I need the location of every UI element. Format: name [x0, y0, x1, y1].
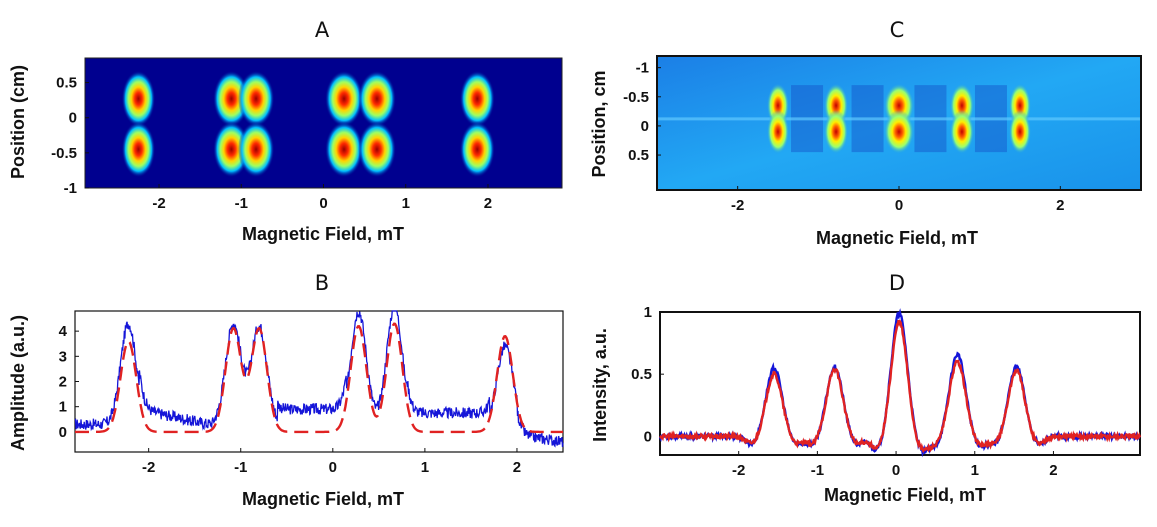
y-tick-label: 0.5 [56, 75, 77, 92]
x-tick-label: 0 [329, 459, 337, 476]
y-tick-label: 0.5 [628, 147, 649, 164]
y-tick-label: -0.5 [51, 145, 77, 162]
panel-a-y-label: Position (cm) [8, 65, 28, 179]
panel-d-title: D [889, 271, 905, 295]
panel-c-spots [657, 83, 1141, 154]
panel-c-x-label: Magnetic Field, mT [816, 228, 978, 248]
heatmap-spot [325, 70, 364, 127]
heatmap-spot [357, 121, 396, 178]
series-line-fit [75, 322, 563, 434]
x-tick-label: 0 [895, 197, 903, 214]
heatmap-spot [949, 109, 974, 154]
panel-c-x-ticks: -2 0 2 [731, 186, 1065, 214]
y-tick-label: -1 [64, 180, 77, 197]
x-tick-label: 0 [319, 195, 327, 212]
x-tick-label: -2 [731, 197, 744, 214]
heatmap-spot [767, 109, 789, 154]
x-tick-label: -2 [152, 195, 165, 212]
panel-a-spots [121, 70, 495, 178]
x-tick-label: 0 [892, 462, 900, 479]
panel-a: A -2 -1 0 1 2 0.50-0.5-1 Magnetic Field, mT … [8, 18, 563, 244]
y-tick-label: -1 [636, 60, 649, 77]
heatmap-spot [121, 121, 156, 178]
panel-b-plot-area [74, 310, 564, 453]
panel-a-x-label: Magnetic Field, mT [242, 224, 404, 244]
y-tick-label: 0 [59, 424, 67, 441]
panel-b-y-label: Amplitude (a.u.) [8, 315, 28, 451]
panel-c-y-ticks: -1 -0.5 0 0.5 [623, 60, 661, 164]
heatmap-spot [121, 70, 156, 127]
heatmap-spot [237, 70, 275, 127]
y-tick-label: 3 [59, 348, 67, 365]
heatmap-spot [237, 121, 275, 178]
x-tick-label: -1 [811, 462, 824, 479]
panel-c-title: C [890, 18, 905, 42]
heatmap-spot [824, 109, 849, 154]
panel-b-x-label: Magnetic Field, mT [242, 489, 404, 509]
panel-d-x-ticks: -2 -1 0 1 2 [732, 451, 1058, 479]
x-tick-label: -2 [142, 459, 155, 476]
panel-a-x-ticks: -2 -1 0 1 2 [152, 184, 492, 212]
heatmap-spot [884, 109, 914, 154]
y-tick-label: 2 [59, 374, 67, 391]
x-tick-label: -1 [234, 459, 247, 476]
panel-d-series [658, 308, 1142, 458]
panel-c: C -2 0 2 -1 -0.5 0 0.5 Magnetic Field, mT Pos… [589, 18, 1142, 248]
y-tick-label: 0 [641, 118, 649, 135]
x-tick-label: 2 [1056, 197, 1064, 214]
series-line-measured [74, 310, 564, 448]
panel-a-title: A [315, 18, 330, 42]
y-tick-label: 0 [69, 110, 77, 127]
y-tick-label: 1 [59, 399, 67, 416]
y-tick-label: 1 [644, 304, 652, 321]
panel-b-series [74, 310, 564, 448]
panel-b: B -2 -1 0 1 2 0 1 2 3 4 Magnetic Field, mT Ampli… [8, 271, 564, 509]
x-tick-label: 2 [513, 459, 521, 476]
x-tick-label: 2 [484, 195, 492, 212]
y-tick-label: 0 [644, 428, 652, 445]
heatmap-spot [459, 70, 495, 127]
panel-d-y-ticks: 00.51 [631, 304, 664, 445]
x-tick-label: 2 [1049, 462, 1057, 479]
y-tick-label: -0.5 [623, 89, 649, 106]
panel-d-y-label: Intensity, a.u. [590, 328, 610, 442]
x-tick-label: -1 [235, 195, 248, 212]
panel-a-plot-area [85, 58, 562, 188]
panel-d: D -2 -1 0 1 2 00.51 Magnetic Field, mT Inten… [590, 271, 1142, 505]
panel-d-plot-area [659, 311, 1141, 456]
y-tick-label: 4 [59, 323, 68, 340]
panel-a-y-ticks: 0.5 0 -0.5 -1 [51, 75, 89, 197]
panel-b-title: B [315, 271, 329, 295]
x-tick-label: 1 [421, 459, 429, 476]
series-line-simulated [659, 319, 1142, 454]
panel-c-y-label: Position, cm [589, 70, 609, 177]
y-tick-label: 0.5 [631, 366, 652, 383]
heatmap-spot [325, 121, 364, 178]
panel-b-x-ticks: -2 -1 0 1 2 [142, 448, 521, 476]
heatmap-spot [357, 70, 396, 127]
x-tick-label: 1 [971, 462, 979, 479]
panel-d-x-label: Magnetic Field, mT [824, 485, 986, 505]
x-tick-label: -2 [732, 462, 745, 479]
heatmap-spot [459, 121, 495, 178]
heatmap-spot [1009, 109, 1031, 154]
x-tick-label: 1 [402, 195, 410, 212]
